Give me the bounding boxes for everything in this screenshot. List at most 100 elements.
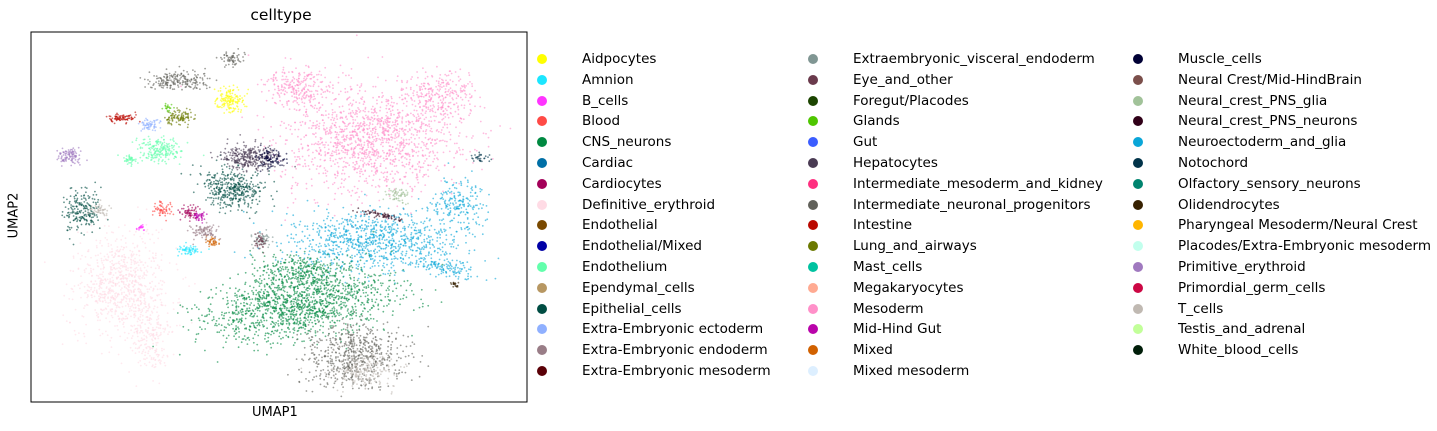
cluster-epithelial-cells	[180, 154, 278, 220]
legend-label: Definitive_erythroid	[582, 196, 716, 213]
cluster-mesoderm	[256, 57, 353, 116]
cluster-eye-and-other	[254, 232, 267, 254]
legend-label: Endothelial	[582, 217, 658, 234]
cluster-mixed	[205, 234, 221, 248]
legend-label: Endothelial/Mixed	[582, 238, 702, 255]
legend-label: Muscle_cells	[1178, 51, 1262, 67]
legend-marker	[537, 199, 547, 210]
legend-label: Megakaryocytes	[853, 279, 964, 296]
chart-title: celltype	[250, 6, 312, 24]
legend-label: Neural_crest_PNS_neurons	[1178, 113, 1358, 130]
legend-label: Glands	[853, 113, 900, 130]
legend-label: Pharyngeal Mesoderm/Neural Crest	[1178, 217, 1418, 234]
legend-marker	[1133, 199, 1143, 210]
legend-marker	[537, 137, 547, 148]
legend-label: Primordial_germ_cells	[1178, 279, 1326, 296]
cluster-neural-crest-pns-neurons	[352, 207, 403, 223]
legend-marker	[537, 366, 547, 376]
legend-label: T_cells	[1178, 300, 1224, 317]
cluster-endothelium	[128, 135, 205, 166]
cluster-cns-neurons	[152, 230, 444, 363]
cluster-primitive-erythroid	[56, 146, 88, 167]
cluster-t-cells	[300, 346, 408, 395]
legend-label: Intestine	[853, 217, 913, 234]
legend-marker	[1133, 324, 1143, 335]
legend-marker	[808, 282, 818, 293]
cluster-notochord	[470, 151, 493, 163]
legend-marker	[1133, 345, 1143, 356]
legend-marker	[808, 366, 818, 376]
cluster-neural-crest-pns-glia	[382, 187, 409, 206]
legend-marker	[537, 158, 547, 168]
legend-label: Epithelial_cells	[582, 300, 682, 317]
legend-label: Hepatocytes	[853, 155, 938, 171]
legend-marker	[1133, 282, 1143, 293]
legend-marker	[537, 324, 547, 335]
legend-label: Cardiac	[582, 155, 634, 171]
legend-label: Aidpocytes	[582, 51, 657, 67]
cluster-mesoderm	[390, 67, 486, 133]
legend-marker	[1133, 137, 1143, 148]
legend-marker	[1133, 262, 1143, 272]
legend-marker	[537, 345, 547, 356]
legend-marker	[1133, 303, 1143, 314]
cluster-t-cells	[87, 199, 113, 217]
cluster-intermediate-neuronal-progenitors	[139, 65, 218, 91]
legend-label: CNS_neurons	[582, 134, 672, 151]
legend-label: Neural_crest_PNS_glia	[1178, 92, 1328, 109]
cluster-intermediate-neuronal-progenitors	[287, 311, 430, 398]
legend-label: Neural Crest/Mid-HindBrain	[1178, 71, 1362, 88]
cluster-extra-embryonic-endoderm	[186, 221, 222, 246]
legend-label: Gut	[853, 134, 878, 151]
legend-label: Extraembryonic_visceral_endoderm	[853, 51, 1095, 67]
legend-label: Placodes/Extra-Embryonic mesoderm	[1178, 238, 1431, 255]
legend-label: Blood	[582, 113, 621, 130]
cluster-blood	[151, 200, 175, 222]
legend-label: Notochord	[1178, 155, 1249, 171]
legend-marker	[537, 220, 547, 231]
cluster-neuroectoderm-and-glia	[407, 247, 497, 281]
legend-label: Extra-Embryonic endoderm	[582, 342, 768, 359]
legend-marker	[1133, 74, 1143, 85]
legend-label: Olfactory_sensory_neurons	[1178, 175, 1361, 192]
legend-label: Extra-Embryonic ectoderm	[582, 321, 764, 338]
legend-marker	[808, 241, 818, 252]
legend-marker	[808, 95, 818, 106]
legend-marker	[808, 178, 818, 189]
cluster-aidpocytes	[213, 84, 250, 114]
legend-label: Mid-Hind Gut	[853, 321, 942, 338]
legend-marker	[537, 116, 547, 127]
cluster-cns-neurons	[237, 249, 366, 303]
legend-marker	[808, 220, 818, 231]
legend-marker	[1133, 178, 1143, 189]
legend-marker	[1133, 241, 1143, 252]
legend-marker	[808, 303, 818, 314]
legend-label: Ependymal_cells	[582, 279, 695, 296]
legend-label: Extra-Embryonic mesoderm	[582, 363, 771, 379]
legend-marker	[1133, 54, 1143, 64]
cluster-muscle-cells	[254, 144, 288, 173]
legend-label: Mixed mesoderm	[853, 363, 970, 379]
legend-marker	[537, 303, 547, 314]
legend-marker	[1133, 116, 1143, 127]
cluster-glands	[161, 102, 175, 114]
legend-label: Primitive_erythroid	[1178, 259, 1306, 275]
cluster-endothelium	[117, 154, 139, 168]
legend-marker	[1133, 158, 1143, 168]
legend-label: Lung_and_airways	[853, 238, 977, 255]
legend-marker	[808, 345, 818, 356]
cluster-extra-embryonic-ectoderm	[137, 117, 162, 132]
legend-label: Cardiocytes	[582, 175, 662, 192]
legend-label: B_cells	[582, 92, 629, 109]
legend: Aidpocytes Amnion B_cells Blood CNS_neurons C…	[0, 49, 1437, 389]
cluster-olidendrocytes	[449, 281, 460, 288]
legend-label: Neuroectoderm_and_glia	[1178, 134, 1347, 151]
legend-marker	[537, 54, 547, 64]
legend-label: White_blood_cells	[1178, 342, 1299, 359]
plot-frame	[30, 31, 528, 403]
legend-label: Intermediate_neuronal_progenitors	[853, 196, 1091, 213]
legend-label: Mast_cells	[853, 259, 923, 275]
x-axis-label: UMAP1	[252, 405, 298, 420]
cluster-lung-and-airways	[164, 107, 197, 129]
